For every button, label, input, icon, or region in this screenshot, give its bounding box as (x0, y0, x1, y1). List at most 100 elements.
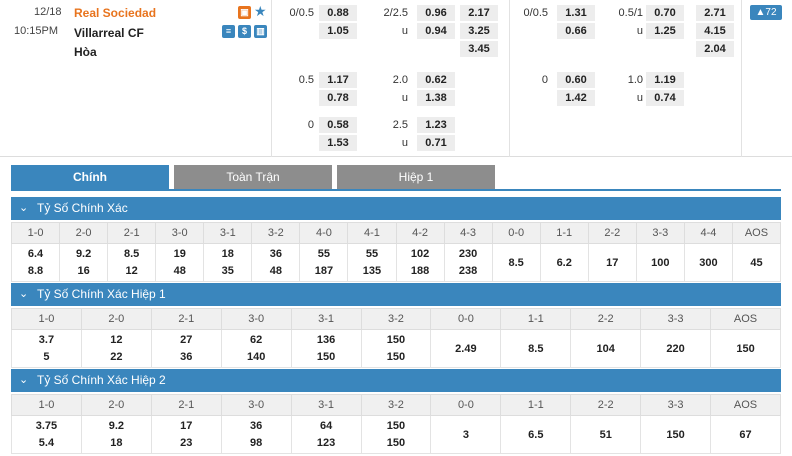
home-win-odds[interactable]: 136 (316, 333, 336, 346)
ft-under-odds[interactable]: 1.38 (417, 90, 455, 106)
score-odds-cell[interactable]: 51 (570, 415, 642, 454)
ft-over-odds[interactable]: 0.62 (417, 72, 455, 88)
score-odds-cell[interactable]: 12 22 (80, 329, 152, 368)
away-win-odds[interactable]: 12 (125, 264, 138, 277)
score-odds-cell[interactable]: 8.5 (491, 243, 541, 282)
score-odds-cell[interactable]: 150 150 (360, 329, 432, 368)
tab-main[interactable]: Chính (11, 165, 169, 189)
home-win-odds[interactable]: 64 (319, 419, 333, 432)
score-odds-cell[interactable]: 19 48 (155, 243, 205, 282)
live-icon[interactable]: ▣ (238, 6, 251, 19)
away-win-odds[interactable]: 48 (173, 264, 186, 277)
home-win-odds[interactable]: 17 (180, 419, 193, 432)
h1-1x2-away[interactable]: 4.15 (696, 23, 734, 39)
h1-1x2-home[interactable]: 2.71 (696, 5, 734, 21)
h1-over-odds[interactable]: 1.19 (646, 72, 684, 88)
h1-handicap-home-odds[interactable]: 0.60 (557, 72, 595, 88)
score-odds-cell[interactable]: 104 (570, 329, 642, 368)
more-bets-badge[interactable]: ▲72 (750, 5, 782, 20)
score-odds-cell[interactable]: 3.7 5 (11, 329, 82, 368)
score-odds-cell[interactable]: 17 (587, 243, 637, 282)
home-win-odds[interactable]: 230 (458, 247, 478, 260)
ft-over-odds[interactable]: 0.96 (417, 5, 455, 21)
away-win-odds[interactable]: 188 (410, 264, 430, 277)
score-odds-cell[interactable]: 9.2 18 (80, 415, 152, 454)
score-odds-cell[interactable]: 62 140 (220, 329, 292, 368)
score-odds-cell[interactable]: 150 150 (360, 415, 432, 454)
score-odds-cell[interactable]: 55 187 (299, 243, 349, 282)
home-win-odds[interactable]: 36 (269, 247, 282, 260)
ft-handicap-away-odds[interactable]: 1.53 (319, 135, 357, 151)
score-odds-cell[interactable]: 102 188 (395, 243, 445, 282)
ft-handicap-home-odds[interactable]: 0.58 (319, 117, 357, 133)
section-header[interactable]: ⌄ Tỷ Số Chính Xác (11, 197, 781, 220)
home-win-odds[interactable]: 150 (386, 333, 406, 346)
home-team[interactable]: Real Sociedad (74, 6, 157, 20)
score-odds-cell[interactable]: 64 123 (290, 415, 362, 454)
score-odds-cell[interactable]: 8.5 12 (107, 243, 157, 282)
home-win-odds[interactable]: 12 (110, 333, 123, 346)
away-win-odds[interactable]: 5 (43, 350, 50, 363)
h1-1x2-draw[interactable]: 2.04 (696, 41, 734, 57)
score-odds-cell[interactable]: 6.5 (500, 415, 572, 454)
chevron-down-icon[interactable]: ⌄ (19, 202, 29, 214)
ft-over-odds[interactable]: 1.23 (417, 117, 455, 133)
score-odds-cell[interactable]: 230 238 (443, 243, 493, 282)
ft-handicap-away-odds[interactable]: 0.78 (319, 90, 357, 106)
score-odds-cell[interactable]: 36 48 (251, 243, 301, 282)
home-win-odds[interactable]: 102 (410, 247, 430, 260)
home-win-odds[interactable]: 3.75 (35, 419, 58, 432)
score-odds-cell[interactable]: 300 (683, 243, 733, 282)
score-odds-cell[interactable]: 55 135 (347, 243, 397, 282)
stats-icon[interactable]: ▥ (254, 25, 267, 38)
section-header[interactable]: ⌄ Tỷ Số Chính Xác Hiệp 2 (11, 369, 781, 392)
away-team[interactable]: Villarreal CF (74, 26, 144, 40)
h1-handicap-away-odds[interactable]: 1.42 (557, 90, 595, 106)
away-win-odds[interactable]: 150 (316, 350, 336, 363)
home-win-odds[interactable]: 150 (386, 419, 406, 432)
away-win-odds[interactable]: 135 (362, 264, 382, 277)
away-win-odds[interactable]: 22 (110, 350, 123, 363)
away-win-odds[interactable]: 150 (386, 350, 406, 363)
score-odds-cell[interactable]: 136 150 (290, 329, 362, 368)
ft-under-odds[interactable]: 0.71 (417, 135, 455, 151)
home-win-odds[interactable]: 55 (365, 247, 379, 260)
home-win-odds[interactable]: 8.5 (124, 247, 140, 260)
list-icon[interactable]: ≡ (222, 25, 235, 38)
h1-over-odds[interactable]: 0.70 (646, 5, 684, 21)
away-win-odds[interactable]: 18 (110, 436, 123, 449)
home-win-odds[interactable]: 19 (173, 247, 186, 260)
score-odds-cell[interactable]: 36 98 (220, 415, 292, 454)
score-odds-cell[interactable]: 150 (710, 329, 781, 368)
star-icon[interactable]: ★ (254, 3, 267, 19)
away-win-odds[interactable]: 23 (180, 436, 193, 449)
score-odds-cell[interactable]: 150 (640, 415, 712, 454)
score-odds-cell[interactable]: 6.4 8.8 (10, 243, 61, 282)
score-odds-cell[interactable]: 2.49 (430, 329, 502, 368)
away-win-odds[interactable]: 48 (269, 264, 282, 277)
home-win-odds[interactable]: 3.7 (38, 333, 55, 346)
h1-handicap-away-odds[interactable]: 0.66 (557, 23, 595, 39)
away-win-odds[interactable]: 238 (458, 264, 478, 277)
score-odds-cell[interactable]: 220 (640, 329, 712, 368)
ft-1x2-away[interactable]: 3.25 (460, 23, 498, 39)
score-odds-cell[interactable]: 100 (635, 243, 685, 282)
ft-1x2-home[interactable]: 2.17 (460, 5, 498, 21)
ft-handicap-away-odds[interactable]: 1.05 (319, 23, 357, 39)
home-win-odds[interactable]: 27 (180, 333, 193, 346)
away-win-odds[interactable]: 35 (221, 264, 234, 277)
ft-handicap-home-odds[interactable]: 0.88 (319, 5, 357, 21)
score-odds-cell[interactable]: 3 (430, 415, 502, 454)
away-win-odds[interactable]: 8.8 (27, 264, 44, 277)
ft-1x2-draw[interactable]: 3.45 (460, 41, 498, 57)
score-odds-cell[interactable]: 45 (731, 243, 782, 282)
home-win-odds[interactable]: 36 (250, 419, 263, 432)
h1-handicap-home-odds[interactable]: 1.31 (557, 5, 595, 21)
home-win-odds[interactable]: 62 (250, 333, 263, 346)
score-odds-cell[interactable]: 17 23 (150, 415, 222, 454)
home-win-odds[interactable]: 6.4 (27, 247, 44, 260)
h1-under-odds[interactable]: 0.74 (646, 90, 684, 106)
score-odds-cell[interactable]: 3.75 5.4 (11, 415, 82, 454)
score-odds-cell[interactable]: 18 35 (203, 243, 253, 282)
home-win-odds[interactable]: 55 (317, 247, 331, 260)
